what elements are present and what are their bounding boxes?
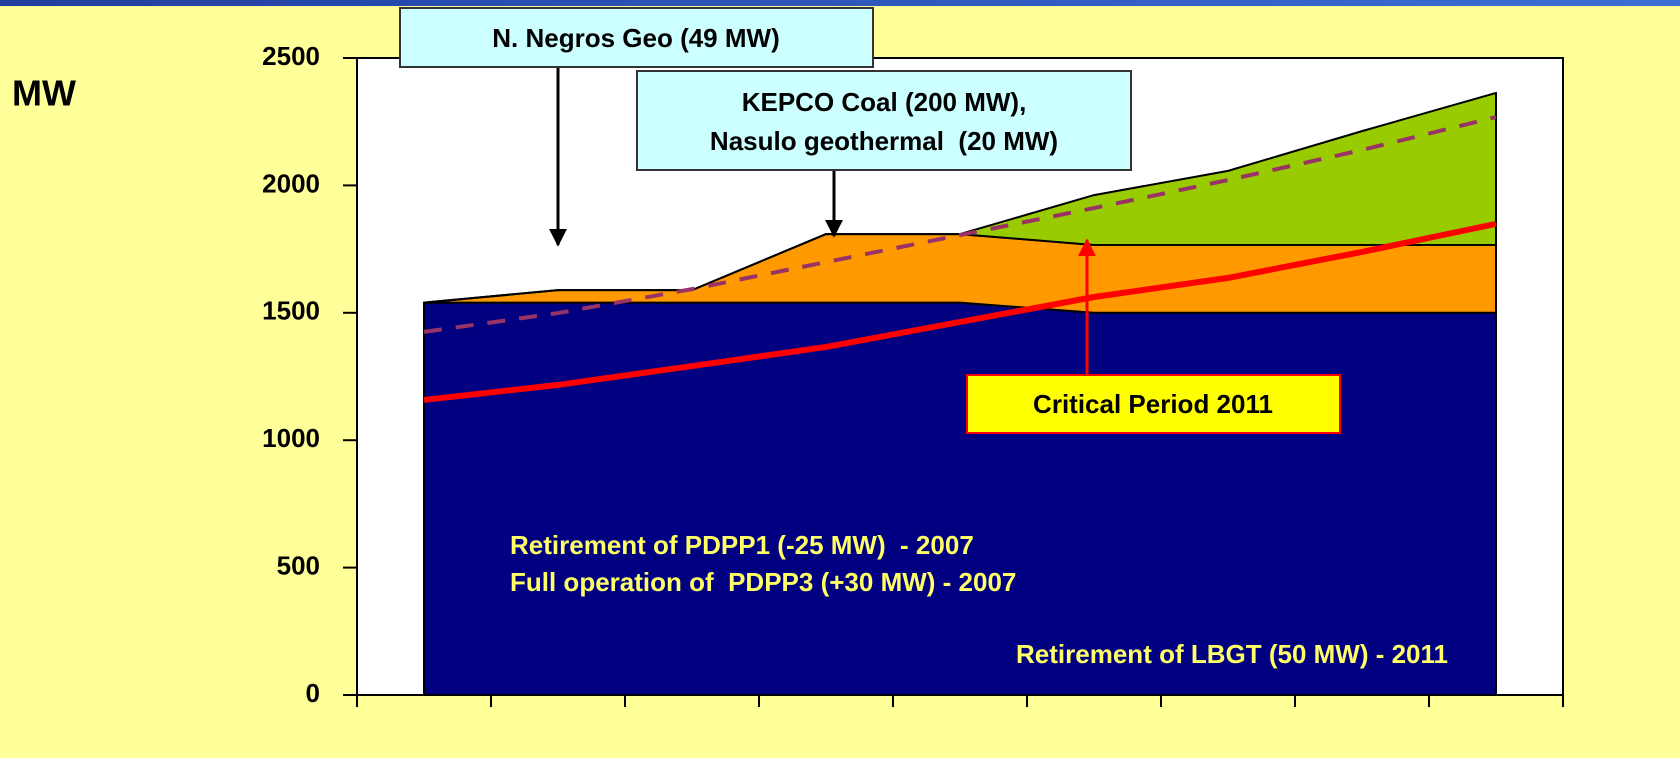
y-tick-label: 0	[306, 678, 320, 708]
annotation-text: N. Negros Geo (49 MW)	[492, 23, 779, 53]
annotation-text: Critical Period 2011	[1033, 389, 1273, 419]
y-tick-label: 2500	[262, 41, 320, 71]
y-axis-label: MW	[12, 73, 76, 114]
area	[423, 91, 1497, 304]
y-tick-label: 1500	[262, 296, 320, 326]
annotation-box	[636, 70, 1132, 171]
top-band	[0, 0, 1680, 6]
line	[423, 115, 1497, 334]
y-tick-label: 2000	[262, 168, 320, 198]
annotation-text: Retirement of PDPP1 (-25 MW) - 2007	[510, 530, 974, 560]
line	[423, 220, 1497, 403]
annotation-text: Nasulo geothermal (20 MW)	[710, 126, 1058, 156]
annotation-box	[399, 7, 874, 68]
annotation-text: Full operation of PDPP3 (+30 MW) - 2007	[510, 567, 1016, 597]
area	[423, 301, 1497, 696]
annotation-text: KEPCO Coal (200 MW),	[742, 87, 1027, 117]
y-tick-label: 1000	[262, 423, 320, 453]
annotation-text: Retirement of LBGT (50 MW) - 2011	[1016, 639, 1448, 669]
y-tick-label: 500	[277, 550, 320, 580]
annotation-box	[966, 374, 1341, 434]
